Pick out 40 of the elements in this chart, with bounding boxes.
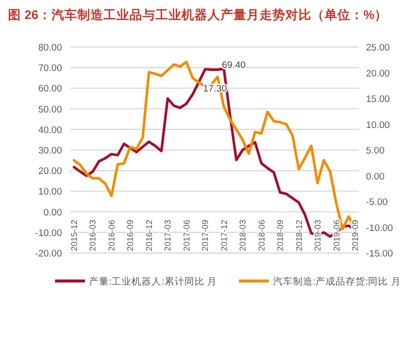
y-tick-label: 80.00: [38, 42, 62, 54]
x-tick-label: 2019-03: [312, 220, 323, 251]
x-tick-label: 2016-03: [88, 220, 98, 251]
y-tick-label: 0.00: [44, 207, 62, 218]
y2-tick-label: 25.00: [366, 42, 390, 54]
x-tick-label: 2016-12: [144, 220, 154, 251]
y2-tick-label: -15.00: [366, 248, 393, 260]
y2-tick-label: -5.00: [366, 197, 388, 208]
x-tick-label: 2016-09: [125, 220, 136, 251]
y2-tick-label: 0.00: [366, 171, 384, 182]
y2-tick-label: -10.00: [366, 222, 393, 234]
y2-tick-label: 15.00: [366, 94, 390, 105]
x-tick-label: 2019-06: [331, 220, 342, 251]
x-tick-label: 2018-03: [238, 220, 248, 251]
y-tick-label: 30.00: [38, 146, 62, 156]
y2-tick-label: 5.00: [366, 146, 384, 156]
x-tick-label: 2017-09: [200, 220, 210, 251]
x-tick-label: 2018-12: [294, 220, 304, 251]
x-tick-label: 2017-12: [218, 220, 229, 251]
x-tick-label: 2018-09: [275, 220, 286, 251]
y2-tick-label: 20.00: [366, 68, 390, 80]
legend-label: 汽车制造:产成品存货:同比 月: [272, 276, 401, 288]
x-tick-label: 2018-06: [256, 220, 266, 251]
y-tick-label: -20.00: [35, 248, 62, 260]
y-tick-label: 60.00: [38, 84, 62, 95]
x-tick-label: 2015-12: [69, 220, 79, 251]
y-tick-label: 50.00: [38, 104, 62, 116]
y-tick-label: 40.00: [38, 124, 62, 136]
data-label: 69.40: [222, 60, 246, 71]
chart-title: 图 26：汽车制造工业品与工业机器人产量月走势对比（单位：%）: [8, 7, 388, 22]
y-tick-label: 70.00: [38, 63, 62, 74]
y-tick-label: -10.00: [35, 228, 62, 239]
y-tick-label: 20.00: [38, 166, 62, 178]
x-tick-label: 2016-06: [106, 220, 116, 251]
x-tick-label: 2017-06: [181, 220, 192, 251]
x-tick-label: 2019-09: [350, 220, 360, 251]
legend-label: 产量:工业机器人:累计同比 月: [89, 276, 217, 288]
x-tick-label: 2017-03: [162, 220, 173, 251]
y-tick-label: 10.00: [38, 186, 62, 198]
y2-tick-label: 10.00: [366, 120, 390, 131]
